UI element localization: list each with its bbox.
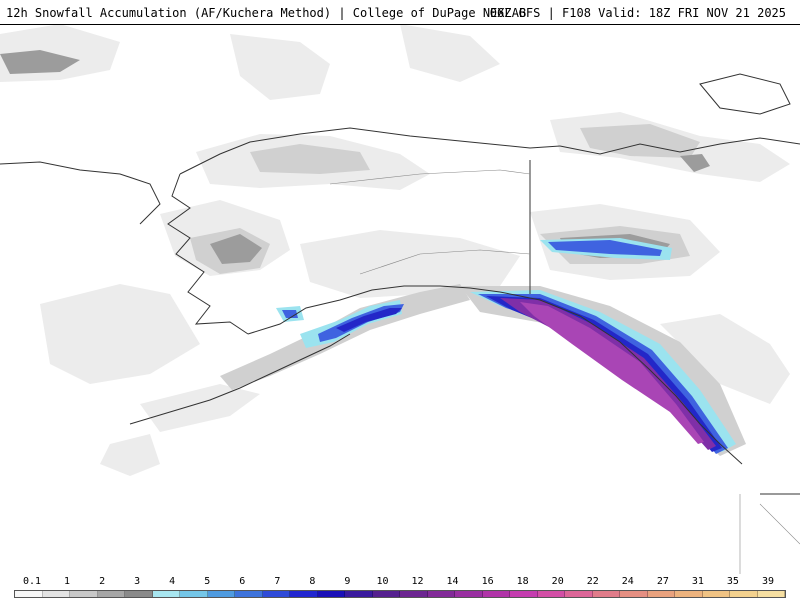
snow-magenta-panhandle xyxy=(520,302,704,444)
colorbar-swatches xyxy=(14,590,786,598)
colorbar-label: 39 xyxy=(761,576,775,587)
colorbar-label: 9 xyxy=(344,576,351,587)
colorbar-swatch xyxy=(15,591,43,597)
region-line-1 xyxy=(329,169,531,185)
colorbar-label: 18 xyxy=(516,576,529,587)
snow-core-norton xyxy=(210,234,262,264)
colorbar-swatch xyxy=(317,591,345,597)
colorbar-label: 16 xyxy=(481,576,494,587)
colorbar-swatch xyxy=(290,591,318,597)
colorbar-swatch xyxy=(235,591,263,597)
region-line-4 xyxy=(759,503,800,545)
snow-core-mackenzie xyxy=(680,154,710,172)
colorbar-label: 24 xyxy=(621,576,634,587)
snow-navy-peninsula xyxy=(336,308,402,332)
colorbar-label: 31 xyxy=(691,576,704,587)
colorbar-label: 10 xyxy=(376,576,389,587)
colorbar-swatch xyxy=(180,591,208,597)
snow-area-aleutians xyxy=(140,384,260,432)
colorbar-swatch xyxy=(70,591,98,597)
snow-blue-yukon xyxy=(548,240,662,256)
snow-area-beaufort xyxy=(400,24,500,82)
colorbar-swatch xyxy=(97,591,125,597)
snow-area-interior xyxy=(300,230,520,298)
alaska-panhandle-coast xyxy=(499,291,743,465)
colorbar-swatch xyxy=(345,591,373,597)
aleutian-chain xyxy=(129,333,351,425)
snow-blue-kenai xyxy=(282,310,298,318)
colorbar-swatch xyxy=(702,591,730,597)
alaska-south-coast xyxy=(247,285,501,335)
snow-band-north-slope xyxy=(250,144,370,174)
colorbar-swatch xyxy=(152,591,180,597)
snowfall-map xyxy=(0,24,800,574)
coastlines-borders xyxy=(0,73,800,495)
colorbar-label: 12 xyxy=(411,576,424,587)
colorbar-label: 5 xyxy=(204,576,211,587)
canada-arctic-islands xyxy=(699,73,791,115)
colorbar-swatch xyxy=(125,591,153,597)
snow-area-ocean-south xyxy=(100,434,160,476)
snow-area-chukchi xyxy=(230,34,330,100)
colorbar-label: 27 xyxy=(656,576,669,587)
snow-area-bc-coast xyxy=(660,314,790,404)
header-bar: 12h Snowfall Accumulation (AF/Kuchera Me… xyxy=(0,0,800,25)
chukotka-coast xyxy=(0,161,161,225)
colorbar-label: 0.1 xyxy=(22,576,42,587)
colorbar-swatch xyxy=(647,591,675,597)
colorbar-label: 14 xyxy=(446,576,459,587)
colorbar-label: 8 xyxy=(309,576,316,587)
colorbar-swatch xyxy=(757,591,785,597)
colorbar-swatch xyxy=(207,591,235,597)
colorbar-swatch xyxy=(262,591,290,597)
colorbar-swatch xyxy=(42,591,70,597)
product-title: 12h Snowfall Accumulation (AF/Kuchera Me… xyxy=(6,6,527,20)
colorbar-label: 35 xyxy=(726,576,739,587)
colorbar-legend: 0.1 1 2 3 4 5 6 7 8 9 10 12 14 16 18 20 22 24 27 31 35 39 xyxy=(0,574,800,600)
alaska-west-coast xyxy=(167,173,249,335)
colorbar-swatch xyxy=(620,591,648,597)
colorbar-label: 22 xyxy=(586,576,599,587)
colorbar-swatch xyxy=(482,591,510,597)
colorbar-labels: 0.1 1 2 3 4 5 6 7 8 9 10 12 14 16 18 20 22 24 27 31 35 39 xyxy=(0,574,800,588)
snow-core-north-sea xyxy=(0,50,80,74)
region-line-2 xyxy=(359,249,531,275)
colorbar-label: 7 xyxy=(274,576,281,587)
colorbar-swatch xyxy=(455,591,483,597)
colorbar-swatch xyxy=(592,591,620,597)
snow-navy-panhandle xyxy=(486,296,722,452)
colorbar-swatch xyxy=(537,591,565,597)
snow-area-bering-west xyxy=(40,284,200,384)
canada-arctic-coast xyxy=(559,137,800,155)
alaska-north-coast xyxy=(179,127,561,175)
colorbar-swatch xyxy=(675,591,703,597)
colorbar-label: 4 xyxy=(169,576,176,587)
colorbar-swatch xyxy=(730,591,758,597)
colorbar-label: 3 xyxy=(134,576,141,587)
colorbar-swatch xyxy=(400,591,428,597)
colorbar-label: 6 xyxy=(239,576,246,587)
model-valid-time: 06Z GFS | F108 Valid: 18Z FRI NOV 21 202… xyxy=(489,6,786,20)
colorbar-swatch xyxy=(565,591,593,597)
colorbar-swatch xyxy=(372,591,400,597)
colorbar-swatch xyxy=(427,591,455,597)
snowfall-magenta-layer xyxy=(520,302,704,444)
colorbar-label: 1 xyxy=(64,576,71,587)
snowfall-navy-layer xyxy=(336,296,722,452)
colorbar-label: 20 xyxy=(551,576,564,587)
region-lines xyxy=(329,169,800,574)
colorbar-label: 2 xyxy=(99,576,106,587)
colorbar-swatch xyxy=(510,591,538,597)
